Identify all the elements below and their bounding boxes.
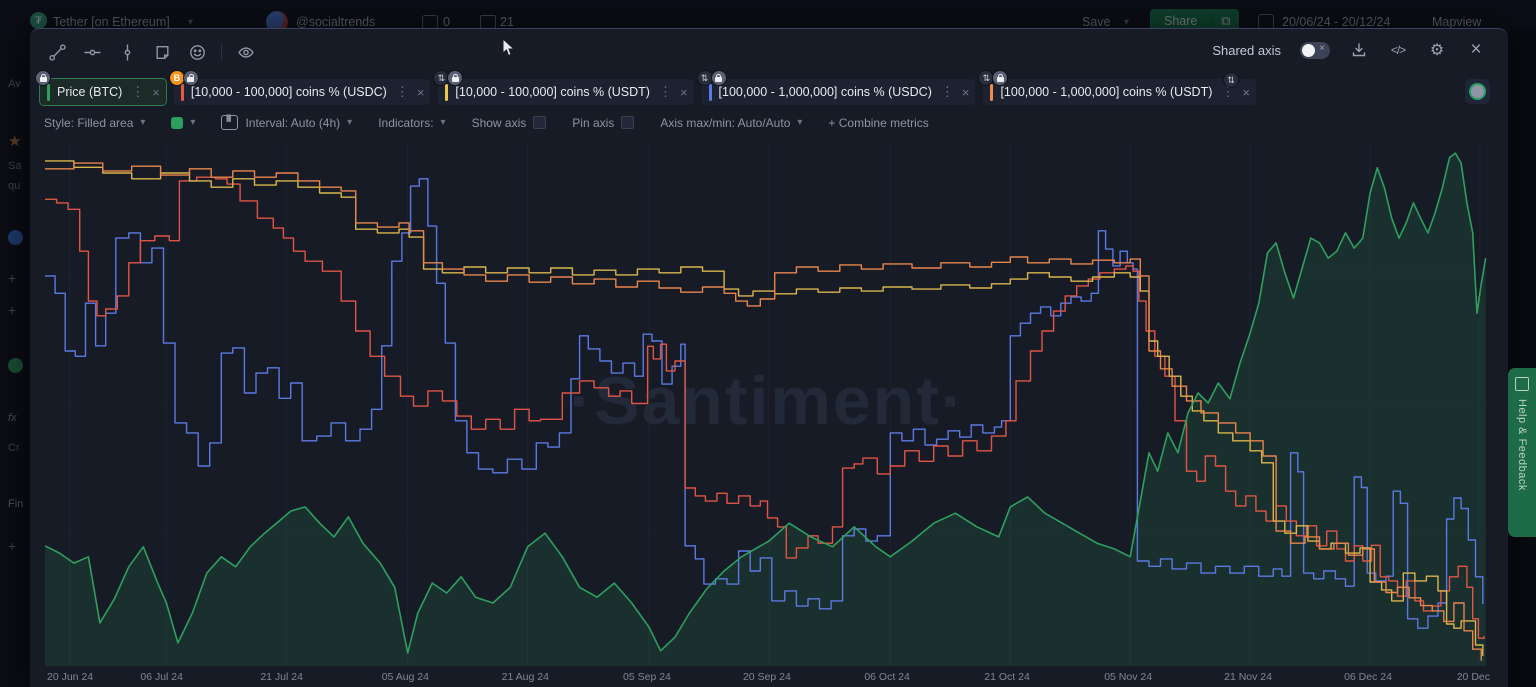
hide-metrics-eye-icon[interactable] <box>235 41 257 63</box>
chart-canvas <box>45 141 1490 666</box>
note-tool-icon[interactable] <box>151 41 173 63</box>
lock-badge-icon[interactable] <box>447 70 464 86</box>
x-axis-label: 21 Aug 24 <box>501 671 549 683</box>
remove-metric-icon[interactable]: × <box>679 84 688 100</box>
download-icon[interactable] <box>1349 40 1369 60</box>
interval-select[interactable]: Interval: Auto (4h)▾ <box>221 115 352 130</box>
chart-modal: Shared axis × </> ⚙ × Price (BTC) ⋮ × B <box>30 28 1508 687</box>
mouse-cursor <box>502 38 515 57</box>
x-axis-label: 05 Aug 24 <box>381 671 429 683</box>
show-axis-checkbox[interactable] <box>533 116 547 129</box>
emoji-tool-icon[interactable] <box>186 41 208 63</box>
metric-chip-usdc-100k-1m[interactable]: ⇅ [100,000 - 1,000,000] coins % (USDC) ⋮… <box>696 70 976 105</box>
trend-line-tool-icon[interactable] <box>46 41 68 63</box>
shared-axis-label: Shared axis <box>1212 42 1281 58</box>
shared-axis-toggle[interactable]: × <box>1300 41 1330 59</box>
remove-metric-icon[interactable]: × <box>961 84 970 100</box>
metric-chip-usdc-10k-100k[interactable]: B [10,000 - 100,000] coins % (USDC) ⋮ × <box>168 70 431 105</box>
show-axis-checkbox-group[interactable]: Show axis <box>472 116 547 130</box>
x-axis-label: 06 Jul 24 <box>140 671 183 683</box>
kebab-menu-icon[interactable]: ⋮ <box>395 84 409 99</box>
help-icon <box>1515 377 1529 391</box>
drawing-toolbar <box>46 41 257 63</box>
combine-metrics-button[interactable]: + Combine metrics <box>828 115 929 130</box>
pin-axis-checkbox-group[interactable]: Pin axis <box>572 116 635 130</box>
chart-plot-area[interactable]: ·Santiment· <box>45 141 1490 666</box>
close-icon[interactable]: × <box>1470 39 1482 60</box>
x-axis-label: 21 Oct 24 <box>984 671 1030 683</box>
kebab-menu-icon[interactable]: ⋮ <box>658 84 672 99</box>
metric-color-bar <box>708 83 712 101</box>
kebab-menu-icon[interactable]: ⋮ <box>940 84 954 99</box>
metric-chip-label[interactable]: [100,000 - 1,000,000] coins % (USDT) <box>1000 85 1213 99</box>
x-axis-label: 20 Dec <box>1456 671 1490 683</box>
lock-badge-icon[interactable] <box>710 70 727 86</box>
indicators-select[interactable]: Indicators: ▾ <box>378 115 446 130</box>
remove-metric-icon[interactable]: × <box>416 84 425 100</box>
help-feedback-tab[interactable]: Help & Feedback <box>1508 368 1536 537</box>
metric-color-bar <box>990 83 994 101</box>
lock-badge-icon[interactable] <box>992 70 1009 86</box>
horizontal-line-tool-icon[interactable] <box>81 41 103 63</box>
axis-swap-badge-icon[interactable]: ⇅ <box>1223 72 1239 88</box>
style-color-swatch[interactable] <box>171 116 184 129</box>
x-axis-label: 21 Jul 24 <box>260 671 303 683</box>
x-axis-label: 05 Nov 24 <box>1104 671 1153 683</box>
settings-gear-icon[interactable]: ⚙ <box>1429 42 1445 59</box>
toolbar-divider <box>221 44 222 60</box>
remove-metric-icon[interactable]: × <box>152 84 160 100</box>
metric-chip-label[interactable]: [10,000 - 100,000] coins % (USDT) <box>455 85 650 99</box>
vertical-line-tool-icon[interactable] <box>116 41 138 63</box>
kebab-menu-icon[interactable]: ⋮ <box>131 84 145 99</box>
metric-color-bar <box>47 83 50 101</box>
x-axis-label: 05 Sep 24 <box>623 671 671 683</box>
metric-chips-row: Price (BTC) ⋮ × B [10,000 - 100,000] coi… <box>35 70 1256 106</box>
remove-metric-icon[interactable]: × <box>1242 84 1250 100</box>
x-axis-label: 06 Dec 24 <box>1344 671 1392 683</box>
help-tab-label: Help & Feedback <box>1516 399 1528 491</box>
metric-color-bar <box>445 83 449 101</box>
metric-chip-usdt-100k-1m[interactable]: ⇅ [100,000 - 1,000,000] coins % (USDT) ⋮… <box>978 70 1256 105</box>
x-axis-label: 20 Jun 24 <box>47 671 94 683</box>
modal-header-controls: Shared axis × </> ⚙ × <box>1212 39 1486 60</box>
axis-maxmin-select[interactable]: Axis max/min: Auto/Auto ▾ <box>660 115 803 130</box>
pin-axis-checkbox[interactable] <box>621 116 635 129</box>
x-axis-label: 20 Sep 24 <box>742 671 791 683</box>
metric-chip-label[interactable]: Price (BTC) <box>57 85 123 99</box>
lock-badge-icon[interactable] <box>182 70 199 86</box>
btc-asset-badge-icon[interactable]: B <box>168 70 185 86</box>
x-axis-label: 06 Oct 24 <box>864 671 910 683</box>
metric-color-bar <box>180 83 184 101</box>
interval-icon <box>221 115 239 130</box>
record-indicator-button[interactable] <box>1465 79 1490 104</box>
metric-chip-usdt-10k-100k[interactable]: ⇅ [10,000 - 100,000] coins % (USDT) ⋮ × <box>433 70 694 105</box>
metric-chip-label[interactable]: [100,000 - 1,000,000] coins % (USDC) <box>718 85 932 99</box>
embed-code-icon[interactable]: </> <box>1390 43 1406 57</box>
lock-badge-icon[interactable] <box>35 70 51 86</box>
x-axis-label: 21 Nov 24 <box>1224 671 1272 683</box>
metric-chip-label[interactable]: [10,000 - 100,000] coins % (USDC) <box>190 85 387 99</box>
style-select[interactable]: Style: Filled area ▾ <box>44 115 146 130</box>
x-axis: 20 Jun 24 06 Jul 24 21 Jul 24 05 Aug 24 … <box>45 671 1490 686</box>
metric-chip-price-btc[interactable]: Price (BTC) ⋮ × <box>35 70 167 106</box>
chart-settings-row: Style: Filled area▾ ▾ Interval: Auto (4h… <box>44 115 929 130</box>
color-select[interactable]: ▾ <box>171 116 195 129</box>
axis-swap-badge-icon[interactable]: ⇅ <box>433 70 450 86</box>
